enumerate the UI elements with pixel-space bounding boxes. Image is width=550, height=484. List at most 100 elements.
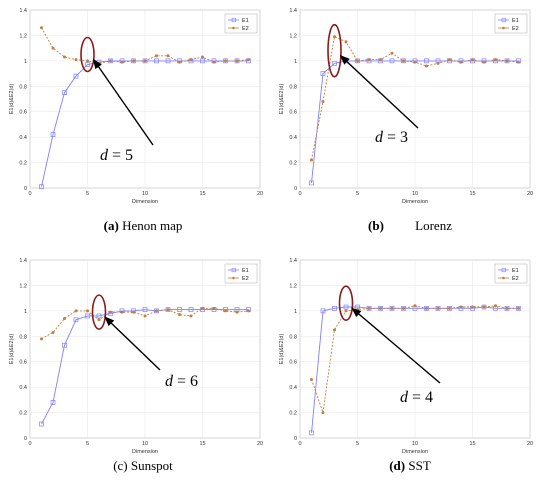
data-point-E2 bbox=[132, 310, 135, 314]
chart-panel-3: 0 5 10 15 2000.20.40.60.811.21.4DimensionE1(… bbox=[279, 258, 533, 473]
y-tick-label: 1.4 bbox=[19, 258, 27, 264]
data-point-E2 bbox=[505, 306, 509, 310]
x-tick-label: 10 bbox=[412, 191, 418, 197]
data-point-E2 bbox=[212, 60, 216, 64]
data-point-E2 bbox=[413, 304, 417, 308]
y-tick-label: 1.2 bbox=[19, 33, 27, 39]
data-point-E2 bbox=[51, 330, 55, 334]
data-point-E2 bbox=[63, 55, 66, 59]
y-tick-label: 1 bbox=[294, 309, 297, 315]
y-axis-label: E1(d)&E2(d) bbox=[9, 84, 15, 115]
data-point-E2 bbox=[109, 310, 112, 314]
highlight-ellipse bbox=[338, 285, 354, 322]
highlight-ellipse bbox=[80, 36, 95, 73]
data-point-E2 bbox=[367, 306, 371, 310]
y-tick-label: 0.4 bbox=[19, 385, 27, 391]
data-point-E1 bbox=[73, 317, 79, 323]
y-tick-label: 0 bbox=[24, 186, 27, 192]
data-point-E2 bbox=[189, 58, 193, 62]
legend-label: E2 bbox=[512, 276, 519, 282]
panel-caption: (d) SST bbox=[389, 458, 431, 473]
legend-label: E1 bbox=[242, 18, 249, 24]
annotation-text: d = 6 bbox=[165, 373, 198, 390]
data-point-E2 bbox=[235, 59, 239, 63]
data-point-E2 bbox=[482, 305, 486, 309]
y-axis-label: E1(d)&E2(d) bbox=[279, 84, 285, 115]
data-point-E1 bbox=[320, 308, 326, 314]
highlight-ellipse bbox=[327, 23, 342, 78]
data-point-E2 bbox=[97, 61, 101, 65]
data-point-E1 bbox=[165, 307, 171, 312]
legend-marker bbox=[502, 276, 505, 280]
data-point-E2 bbox=[166, 54, 170, 58]
data-point-E2 bbox=[235, 310, 239, 314]
chart-panel-2: 0 5 10 15 2000.20.40.60.811.21.4DimensionE1(… bbox=[9, 258, 263, 473]
data-point-E2 bbox=[482, 60, 486, 64]
data-point-E2 bbox=[120, 60, 124, 64]
data-point-E2 bbox=[166, 308, 170, 312]
annotation-text: d = 4 bbox=[400, 389, 433, 406]
data-point-E1 bbox=[39, 184, 44, 190]
annotation-text: d = 3 bbox=[375, 129, 408, 146]
data-point-E2 bbox=[436, 306, 440, 310]
x-tick-label: 15 bbox=[199, 441, 205, 447]
data-point-E2 bbox=[86, 59, 89, 63]
data-point-E2 bbox=[247, 309, 250, 313]
y-tick-label: 0.6 bbox=[289, 360, 297, 366]
data-point-E2 bbox=[212, 306, 216, 310]
annotation-text: d = 5 bbox=[100, 147, 133, 164]
y-tick-label: 1.2 bbox=[289, 33, 297, 39]
x-tick-label: 20 bbox=[527, 191, 533, 197]
legend-box bbox=[224, 263, 258, 284]
data-point-E2 bbox=[425, 64, 428, 68]
y-tick-label: 0.2 bbox=[19, 411, 27, 417]
data-point-E2 bbox=[40, 337, 43, 341]
data-point-E2 bbox=[74, 58, 78, 62]
y-tick-label: 0.2 bbox=[19, 161, 27, 167]
data-point-E1 bbox=[154, 58, 159, 64]
data-point-E2 bbox=[321, 411, 325, 415]
data-point-E2 bbox=[155, 54, 158, 58]
data-point-E2 bbox=[333, 328, 336, 332]
data-point-E2 bbox=[120, 310, 124, 314]
legend-marker bbox=[232, 26, 235, 30]
x-tick-label: 5 bbox=[86, 191, 89, 197]
data-point-E1 bbox=[50, 132, 56, 137]
data-point-E1 bbox=[424, 58, 429, 64]
annotation-arrow bbox=[104, 316, 161, 371]
legend-marker bbox=[231, 267, 236, 273]
data-point-E2 bbox=[402, 59, 405, 63]
annotation-arrow bbox=[339, 55, 419, 129]
data-point-E2 bbox=[402, 306, 405, 310]
data-point-E1 bbox=[142, 307, 148, 312]
data-point-E1 bbox=[320, 71, 326, 76]
panel-caption: (b) Lorenz bbox=[368, 218, 452, 233]
legend-marker bbox=[502, 26, 505, 30]
data-point-E2 bbox=[178, 313, 181, 317]
annotation-arrow bbox=[92, 58, 154, 146]
legend-label: E1 bbox=[512, 18, 519, 24]
x-tick-label: 20 bbox=[257, 441, 263, 447]
data-point-E1 bbox=[165, 58, 171, 64]
legend-label: E1 bbox=[512, 268, 519, 274]
annotation-arrow bbox=[351, 307, 441, 384]
data-point-E1 bbox=[188, 307, 194, 312]
y-tick-label: 1.4 bbox=[19, 8, 27, 14]
data-point-E2 bbox=[224, 59, 227, 63]
data-point-E2 bbox=[189, 314, 193, 318]
data-point-E2 bbox=[97, 318, 101, 322]
data-point-E2 bbox=[425, 306, 428, 310]
data-point-E2 bbox=[344, 40, 348, 44]
data-point-E1 bbox=[108, 58, 113, 64]
data-point-E1 bbox=[389, 305, 395, 311]
data-point-E2 bbox=[63, 316, 66, 320]
panel-caption: (c) Sunspot bbox=[113, 458, 173, 473]
data-point-E2 bbox=[321, 100, 325, 104]
chart-panel-0: 0 5 10 15 2000.20.40.60.811.21.4DimensionE1(… bbox=[9, 8, 263, 233]
data-point-E1 bbox=[85, 313, 90, 319]
x-tick-label: 20 bbox=[257, 191, 263, 197]
data-point-E1 bbox=[401, 58, 406, 64]
data-point-E2 bbox=[201, 306, 204, 310]
data-point-E1 bbox=[96, 313, 102, 319]
